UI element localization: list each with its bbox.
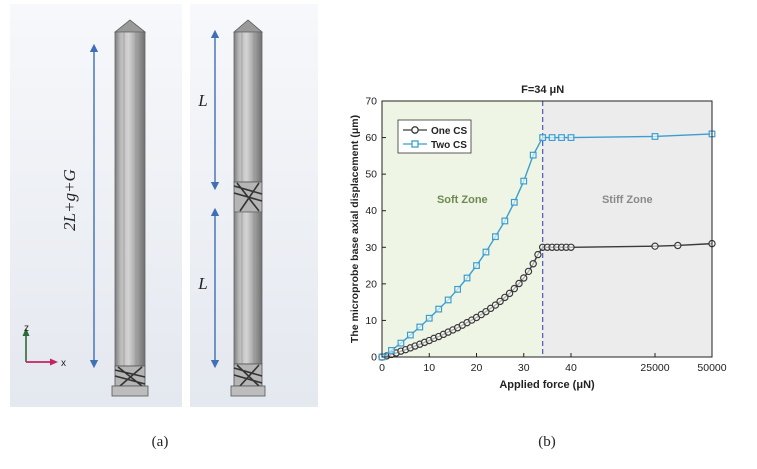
- data-point-two-cs: [567, 134, 575, 141]
- x-tick-label: 10: [423, 362, 435, 374]
- data-point-two-cs: [492, 233, 499, 241]
- x-tick-label: 50000: [697, 362, 726, 374]
- y-tick-label: 30: [365, 242, 377, 254]
- x-tick-label: 25000: [640, 362, 669, 374]
- data-point-two-cs: [539, 134, 547, 141]
- data-point-two-cs: [520, 177, 528, 185]
- zone-label-0: Soft Zone: [437, 194, 488, 206]
- zone-band-1: [542, 101, 712, 357]
- data-point-two-cs: [548, 134, 556, 141]
- legend-box: [397, 119, 472, 154]
- probe-rod-one-piece: [111, 19, 149, 397]
- data-point-one-cs: [651, 242, 659, 250]
- y-tick-label: 20: [365, 278, 377, 290]
- caption-a: (a): [152, 434, 169, 450]
- axis-triad: z x: [22, 323, 66, 369]
- dimension-label-lower: L: [197, 274, 207, 293]
- data-point-one-cs: [505, 289, 514, 298]
- data-point-one-cs: [529, 260, 537, 268]
- x-axis-title: Applied force (μN): [499, 379, 595, 391]
- panel-a: 2L+g+G z x L L (a): [10, 4, 318, 450]
- data-point-two-cs: [558, 134, 565, 141]
- data-point-one-cs: [520, 274, 528, 282]
- dimension-label-upper: L: [197, 91, 207, 110]
- data-point-two-cs: [444, 296, 452, 304]
- legend-label-one-cs: One CS: [431, 126, 467, 137]
- data-point-one-cs: [567, 243, 575, 251]
- x-tick-label: 30: [518, 362, 530, 374]
- dimension-label-total: 2L+g+G: [60, 169, 79, 231]
- data-point-one-cs: [496, 297, 504, 306]
- legend-marker-two-cs: [411, 140, 419, 148]
- data-point-two-cs: [501, 217, 509, 225]
- y-tick-label: 50: [365, 169, 377, 181]
- x-tick-label: 0: [379, 362, 385, 374]
- data-point-two-cs: [510, 198, 518, 206]
- caption-b: (b): [538, 434, 556, 450]
- data-point-two-cs: [406, 331, 414, 339]
- plot-frame: [381, 100, 713, 358]
- data-point-one-cs: [501, 293, 509, 302]
- zone-label-1: Stiff Zone: [602, 194, 653, 206]
- x-axis: 0 10 20 30 40 25000 50000: [379, 353, 727, 374]
- legend-marker-one-cs: [411, 126, 419, 134]
- panel-a-left-background: [10, 4, 182, 407]
- probe-rod-two-pieces: [230, 19, 266, 397]
- series-two-cs: [378, 130, 716, 361]
- data-point-two-cs: [454, 285, 461, 293]
- z-axis-label: z: [24, 323, 29, 334]
- series-one-cs: [378, 239, 716, 361]
- data-point-two-cs: [425, 314, 433, 322]
- data-point-one-cs: [510, 284, 518, 293]
- x-axis-label: x: [61, 358, 66, 369]
- x-tick-label: 40: [565, 362, 577, 374]
- series-layer: [378, 130, 716, 361]
- data-point-two-cs: [435, 305, 443, 313]
- panel-b-chart: Soft Zone Stiff Zone F=34 μN 0 10 20 30 40 50 6…: [349, 84, 727, 450]
- data-point-two-cs: [397, 339, 405, 347]
- y-tick-label: 0: [371, 352, 377, 364]
- data-point-two-cs: [473, 262, 480, 269]
- y-tick-label: 10: [365, 315, 377, 327]
- data-point-one-cs: [534, 250, 542, 259]
- data-point-two-cs: [463, 274, 471, 282]
- legend-label-two-cs: Two CS: [431, 140, 467, 151]
- x-tick-label: 20: [471, 362, 483, 374]
- y-tick-label: 40: [365, 205, 377, 217]
- data-point-two-cs: [529, 151, 537, 159]
- data-point-one-cs: [674, 241, 682, 250]
- y-axis-title: The microprobe base axial displacement (…: [349, 115, 361, 343]
- data-point-two-cs: [416, 323, 424, 331]
- legend: One CS Two CS: [397, 119, 472, 154]
- y-tick-label: 70: [365, 96, 377, 108]
- data-point-two-cs: [388, 347, 395, 354]
- data-point-two-cs: [651, 133, 659, 140]
- y-tick-label: 60: [365, 132, 377, 144]
- chart-title: F=34 μN: [521, 84, 564, 96]
- data-point-one-cs: [491, 301, 500, 309]
- data-point-one-cs: [515, 279, 523, 288]
- data-point-one-cs: [524, 267, 533, 276]
- data-point-two-cs: [482, 248, 490, 256]
